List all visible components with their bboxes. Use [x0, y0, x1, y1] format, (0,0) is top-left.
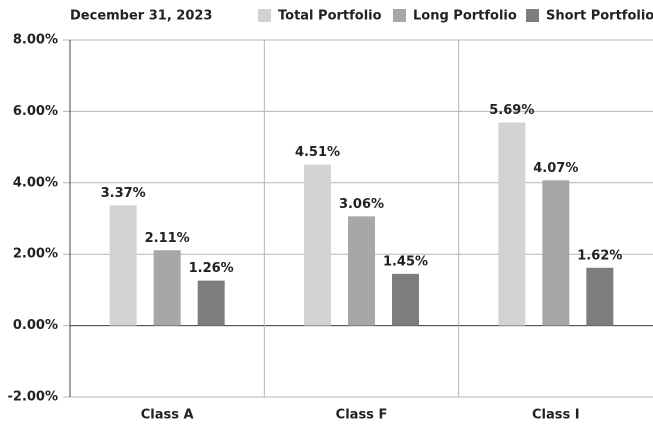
data-label: 1.26% [189, 261, 234, 276]
bar [153, 250, 181, 326]
legend-label: Short Portfolio [546, 9, 653, 24]
bar [348, 216, 375, 326]
legend-swatch [526, 9, 539, 22]
y-tick-label: 2.00% [13, 247, 58, 262]
data-label: 2.11% [145, 231, 190, 246]
y-tick-label: 4.00% [13, 175, 58, 190]
data-label: 1.62% [577, 248, 622, 263]
bar [392, 273, 419, 326]
data-label: 4.07% [533, 161, 578, 176]
legend-label: Total Portfolio [278, 9, 382, 24]
chart-title: December 31, 2023 [70, 9, 212, 24]
bar [197, 280, 225, 326]
y-tick-label: 0.00% [13, 318, 58, 333]
data-label: 5.69% [489, 103, 534, 118]
bar [109, 205, 137, 326]
bar [498, 122, 526, 326]
legend-label: Long Portfolio [413, 9, 517, 24]
y-tick-label: -2.00% [8, 390, 59, 405]
bar [542, 180, 570, 326]
bar [586, 267, 614, 326]
data-label: 4.51% [295, 145, 340, 160]
x-tick-label: Class A [141, 408, 194, 423]
x-tick-label: Class I [532, 408, 580, 423]
bar [304, 164, 331, 326]
legend-swatch [393, 9, 406, 22]
y-tick-label: 8.00% [13, 33, 58, 48]
data-label: 1.45% [383, 254, 428, 269]
y-tick-label: 6.00% [13, 104, 58, 119]
data-label: 3.37% [101, 186, 146, 201]
x-tick-label: Class F [336, 408, 388, 423]
data-label: 3.06% [339, 197, 384, 212]
legend-swatch [258, 9, 271, 22]
